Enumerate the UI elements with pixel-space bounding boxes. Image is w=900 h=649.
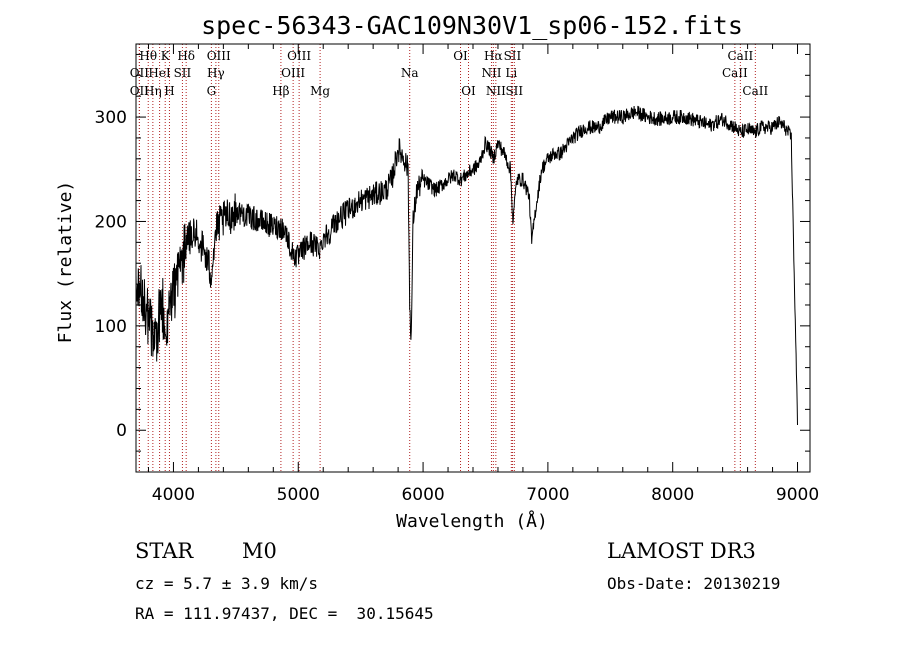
plot-frame: [135, 43, 811, 473]
x-tick-label-0: 4000: [152, 485, 195, 505]
marker-label-21: NII: [486, 84, 506, 98]
marker-label-24: SII: [505, 84, 523, 98]
class-label: STAR: [135, 539, 194, 563]
x-tick-label-5: 9000: [776, 485, 819, 505]
marker-label-13: OIII: [281, 66, 305, 80]
x-tick-label-2: 6000: [401, 485, 444, 505]
redshift-readout: cz = 5.7 ± 3.9 km/s: [135, 574, 319, 593]
survey-label: LAMOST DR3: [607, 539, 756, 563]
marker-label-19: NII: [481, 66, 501, 80]
x-tick-label-1: 5000: [277, 485, 320, 505]
x-axis-label: Wavelength (Å): [396, 510, 548, 532]
y-tick-label-3: 300: [95, 108, 127, 128]
marker-label-11: OIII: [207, 49, 231, 63]
x-tick-label-3: 7000: [526, 485, 569, 505]
marker-label-3: Hη: [144, 84, 162, 98]
marker-label-15: Mg: [310, 84, 330, 98]
marker-label-8: Hδ: [177, 49, 195, 63]
y-tick-label-0: 0: [116, 421, 127, 441]
marker-label-20: Hα: [484, 49, 503, 63]
marker-label-2: Hθ: [139, 49, 157, 63]
marker-label-7: SII: [174, 66, 192, 80]
marker-label-9: G: [207, 84, 217, 98]
marker-label-23: SII: [504, 49, 522, 63]
x-tick-label-4: 8000: [651, 485, 694, 505]
marker-label-10: Hγ: [207, 66, 225, 80]
y-axis-label: Flux (relative): [55, 181, 76, 344]
marker-label-12: Hβ: [272, 84, 289, 98]
marker-label-14: OIII: [287, 49, 311, 63]
chart-title: spec-56343-GAC109N30V1_sp06-152.fits: [201, 11, 743, 40]
y-tick-label-1: 100: [95, 317, 127, 337]
subclass-label: M0: [242, 539, 277, 563]
coordinates-readout: RA = 111.97437, DEC = 30.15645: [135, 604, 434, 623]
marker-label-1: OII: [130, 84, 150, 98]
spectral-line-markers: OIIOIIHθHηHeIKHSIIHδGHγOIIIHβOIIIOIIIMgN…: [130, 44, 768, 472]
marker-label-22: Li: [505, 66, 517, 80]
marker-label-16: Na: [401, 66, 419, 80]
marker-label-0: OII: [130, 66, 150, 80]
obs-date-readout: Obs-Date: 20130219: [607, 574, 781, 593]
axes: 4000 5000 6000 7000 8000 9000 0 100 200 300: [95, 44, 819, 505]
marker-label-4: HeI: [148, 66, 171, 80]
spectrum-line: [135, 105, 798, 426]
marker-label-27: CaII: [742, 84, 768, 98]
marker-label-18: OI: [461, 84, 476, 98]
marker-label-6: H: [164, 84, 174, 98]
marker-label-26: CaII: [727, 49, 753, 63]
spectrum-group: [135, 105, 798, 426]
y-tick-label-2: 200: [95, 212, 127, 232]
marker-label-25: CaII: [722, 66, 748, 80]
marker-label-17: OI: [453, 49, 468, 63]
marker-label-5: K: [161, 49, 171, 63]
